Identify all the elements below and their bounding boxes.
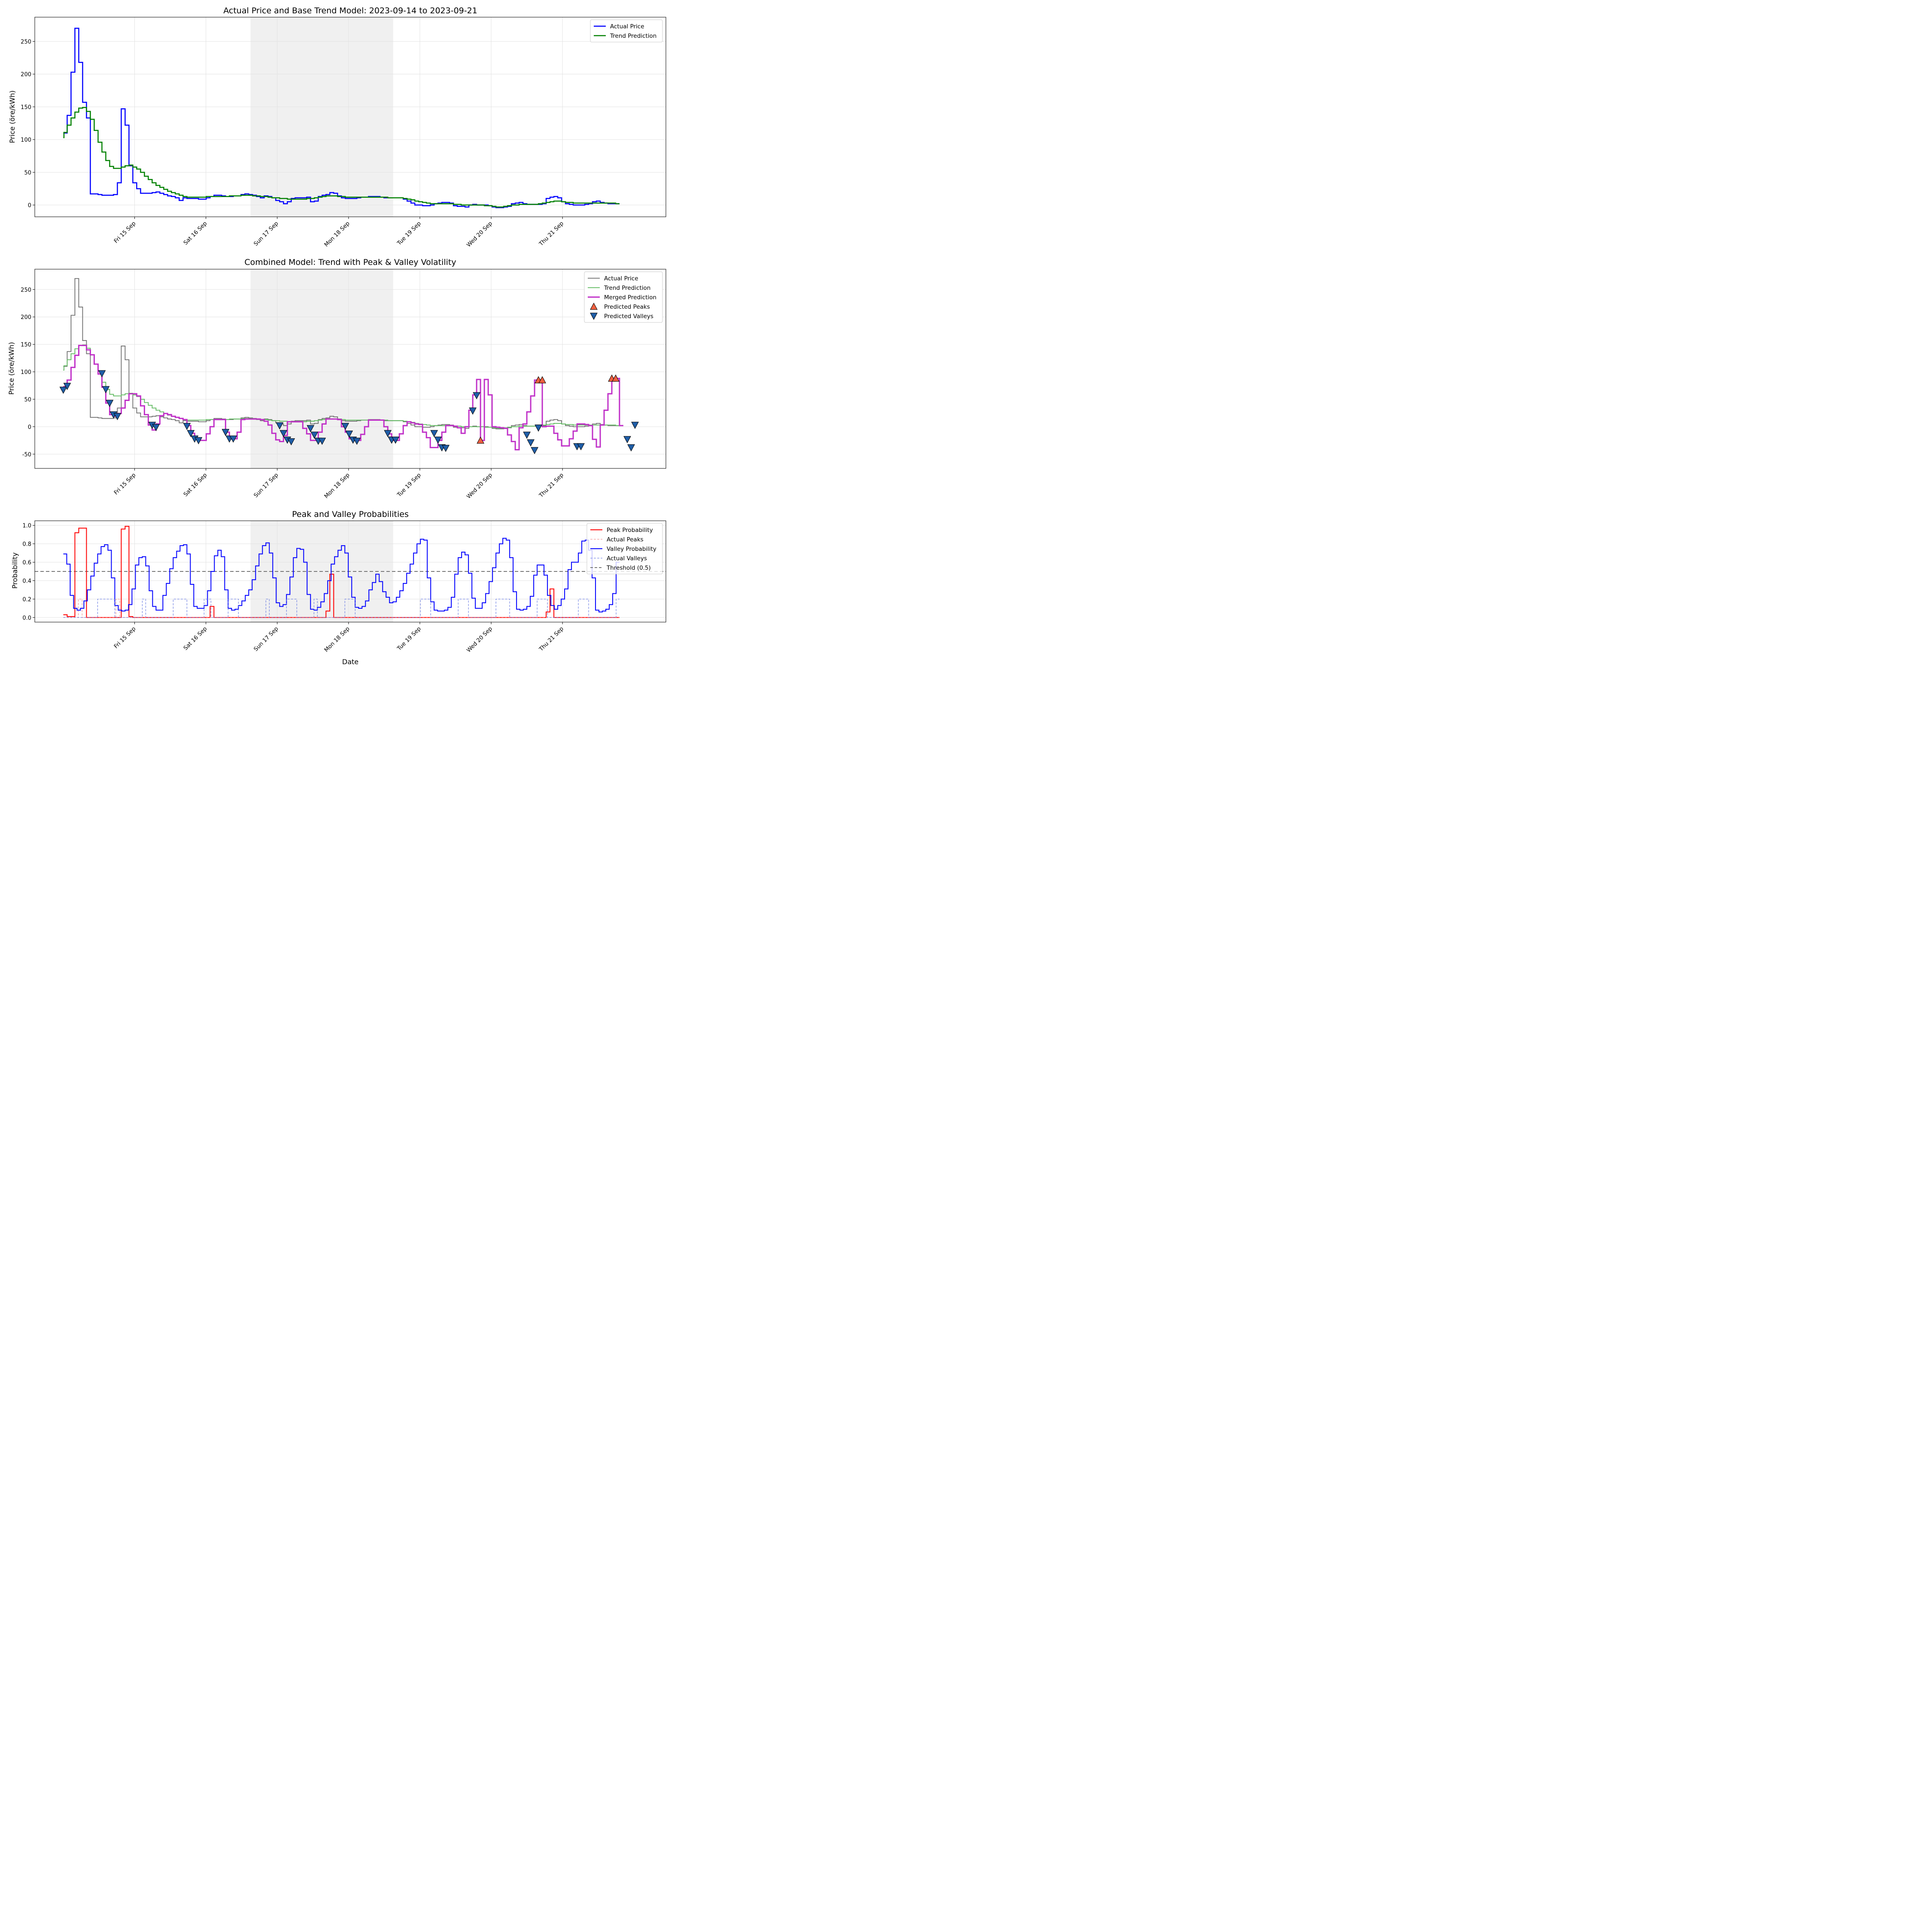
valley-marker [279,430,288,437]
valley-marker [627,444,635,452]
valley-marker [345,430,353,438]
y-tick-label: 0.6 [22,560,31,566]
valley-marker [384,430,392,437]
y-tick-label: 50 [24,170,31,176]
valley-marker [531,447,538,454]
plot-series [63,27,620,208]
valley-marker [442,445,450,452]
valley-marker [527,439,535,447]
valley-marker [113,413,122,420]
valley-marker [318,437,326,445]
valley-marker [310,431,319,439]
valley-marker [353,437,361,445]
y-tick-label: 1.0 [22,523,31,529]
valley-marker [577,443,585,450]
y-tick-label: 0.8 [22,541,31,548]
series-line-actual-price [63,27,620,208]
valley-marker [229,435,237,443]
valley-marker [98,370,106,377]
legend-label: Predicted Valleys [604,313,653,320]
peak-marker [538,376,546,383]
series-line-actual-valleys [63,598,620,618]
legend-label: Actual Valleys [607,555,647,562]
plot-series [35,526,666,618]
legend-label: Actual Price [604,275,638,282]
valley-marker [523,431,531,439]
valley-marker [152,424,160,431]
legend-label: Trend Prediction [610,33,656,39]
valley-marker [222,429,230,436]
valley-marker [535,424,542,432]
valley-marker [187,430,195,437]
valley-marker [434,437,442,444]
y-tick-label: 0.4 [22,578,31,584]
valley-marker [623,436,631,444]
valley-marker [307,425,315,432]
y-tick-label: 200 [21,72,31,78]
y-tick-label: 100 [21,137,31,143]
weekend-shading [250,17,393,217]
panel-2-y-axis-label: Price (öre/kWh) [7,342,15,395]
legend-label: Threshold (0.5) [606,565,651,571]
legend-label: Peak Probability [607,527,653,534]
legend-label: Merged Prediction [604,294,656,301]
y-tick-label: 250 [21,287,31,293]
valley-marker [473,392,480,400]
plot-frame [34,17,666,217]
valley-marker [183,423,191,430]
legend-marker [590,302,598,310]
y-tick-label: 200 [21,314,31,321]
valley-marker [341,423,349,430]
legend-label: Actual Peaks [607,536,644,543]
panel-1-title: Actual Price and Base Trend Model: 2023-… [223,6,477,15]
series-line-valley-probability [63,538,620,613]
legend-marker [590,313,598,320]
legend-box [586,523,663,574]
valley-marker [194,437,203,444]
valley-marker [59,386,67,394]
panel-probabilities: Peak and Valley Probabilities Probabilit… [11,510,666,666]
weekend-shading [250,269,393,468]
valley-marker [276,422,284,430]
figure: Actual Price and Base Trend Model: 2023-… [0,0,672,672]
panel-3-title: Peak and Valley Probabilities [292,510,409,519]
valley-marker [63,383,71,390]
x-axis-label: Date [342,658,358,666]
legend-box [584,271,663,323]
legend-box [590,19,663,43]
y-tick-label: 0.2 [22,596,31,603]
y-tick-label: 250 [21,39,31,45]
series-line-trend-prediction [63,107,620,208]
panel-3-y-axis-label: Probability [11,553,19,589]
valley-marker [430,430,438,437]
valley-marker [287,438,295,446]
y-tick-label: 0 [28,424,31,431]
y-tick-label: -50 [22,452,31,458]
legend-label: Actual Price [610,23,644,30]
legend-label: Predicted Peaks [604,304,650,310]
panel-2-title: Combined Model: Trend with Peak & Valley… [244,258,456,267]
legend-label: Trend Prediction [604,285,650,292]
legend-label: Valley Probability [607,546,656,553]
y-tick-label: 150 [21,104,31,111]
y-tick-label: 0.0 [22,615,31,621]
y-tick-label: 0 [28,203,31,209]
plot-frame [34,520,666,623]
y-tick-label: 150 [21,342,31,348]
valley-marker [469,407,477,415]
valley-marker [631,422,639,429]
peak-marker [477,436,484,444]
valley-marker [106,400,114,407]
y-tick-label: 100 [21,369,31,376]
plot-frame [34,269,666,469]
peak-marker [612,374,620,382]
valley-marker [392,437,400,444]
panel-1-y-axis-label: Price (öre/kWh) [8,90,16,143]
valley-marker [102,386,110,393]
y-tick-label: 50 [24,397,31,403]
